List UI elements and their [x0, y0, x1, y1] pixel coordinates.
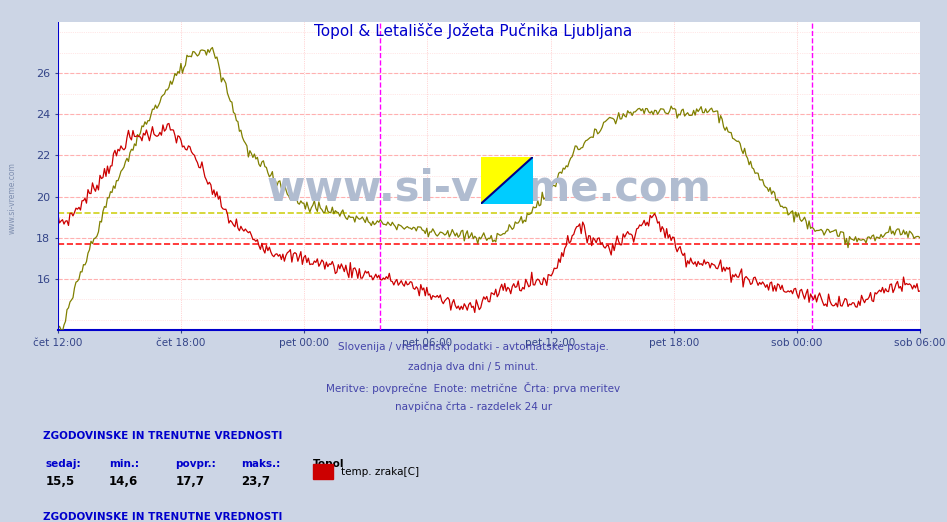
Text: navpična črta - razdelek 24 ur: navpična črta - razdelek 24 ur [395, 401, 552, 412]
Text: min.:: min.: [109, 459, 139, 469]
Text: 23,7: 23,7 [241, 475, 271, 488]
Text: 14,6: 14,6 [109, 475, 138, 488]
Text: www.si-vreme.com: www.si-vreme.com [266, 168, 711, 209]
Text: ZGODOVINSKE IN TRENUTNE VREDNOSTI: ZGODOVINSKE IN TRENUTNE VREDNOSTI [43, 512, 282, 521]
Text: www.si-vreme.com: www.si-vreme.com [8, 162, 17, 234]
Text: Topol: Topol [313, 459, 344, 469]
Text: povpr.:: povpr.: [175, 459, 216, 469]
Text: zadnja dva dni / 5 minut.: zadnja dva dni / 5 minut. [408, 362, 539, 372]
Text: Meritve: povprečne  Enote: metrične  Črta: prva meritev: Meritve: povprečne Enote: metrične Črta:… [327, 382, 620, 394]
Text: maks.:: maks.: [241, 459, 280, 469]
Text: Topol & Letališče Jožeta Pučnika Ljubljana: Topol & Letališče Jožeta Pučnika Ljublja… [314, 23, 633, 40]
Text: temp. zraka[C]: temp. zraka[C] [341, 467, 419, 478]
Polygon shape [481, 157, 533, 204]
Text: ZGODOVINSKE IN TRENUTNE VREDNOSTI: ZGODOVINSKE IN TRENUTNE VREDNOSTI [43, 431, 282, 441]
Text: Slovenija / vremenski podatki - avtomatske postaje.: Slovenija / vremenski podatki - avtomats… [338, 342, 609, 352]
Polygon shape [481, 157, 533, 204]
Text: sedaj:: sedaj: [45, 459, 81, 469]
Text: 15,5: 15,5 [45, 475, 75, 488]
Text: 17,7: 17,7 [175, 475, 205, 488]
